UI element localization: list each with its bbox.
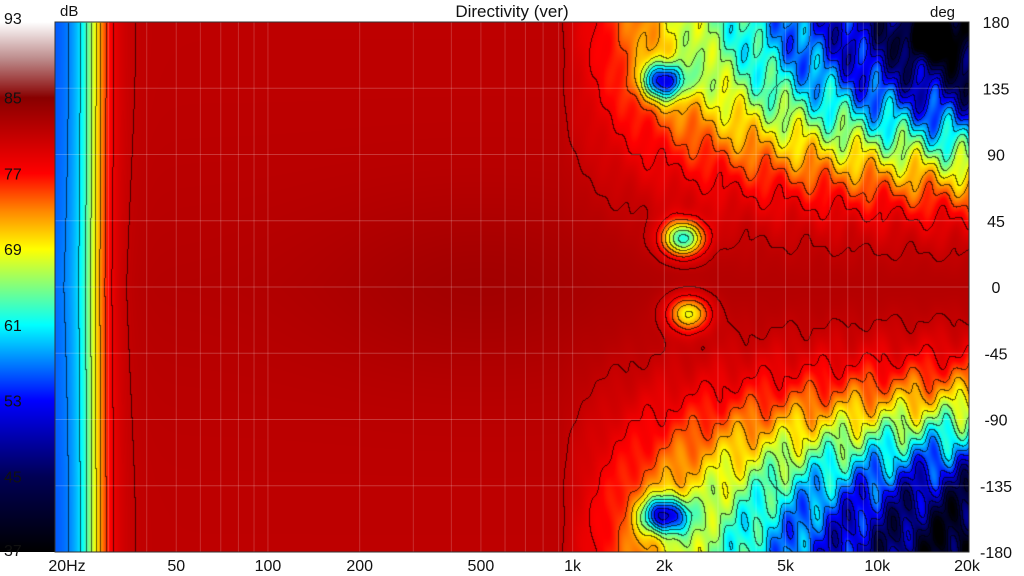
y-tick-label: -90 xyxy=(984,413,1007,430)
x-tick-label: 5k xyxy=(777,558,795,575)
y-tick-label: -180 xyxy=(980,545,1012,562)
y-tick-label: 0 xyxy=(992,280,1001,297)
colorbar-tick-label: 93 xyxy=(4,11,22,28)
colorbar-tick-label: 45 xyxy=(4,469,22,486)
grid-lines xyxy=(55,22,969,552)
colorbar-tick-label: 69 xyxy=(4,242,22,259)
colorbar-tick-label: 77 xyxy=(4,166,22,183)
chart-title: Directivity (ver) xyxy=(455,2,568,21)
x-axis-ticks: 20Hz 50 100 200 500 1k 2k 5k 10k 20k xyxy=(48,558,981,575)
y-tick-label: -45 xyxy=(984,346,1007,363)
y-tick-label: 180 xyxy=(983,15,1010,32)
colorbar xyxy=(0,22,55,552)
x-tick-label: 200 xyxy=(346,558,373,575)
colorbar-tick-label: 85 xyxy=(4,91,22,108)
y-tick-label: -135 xyxy=(980,479,1012,496)
x-tick-label: 1k xyxy=(564,558,582,575)
y-tick-label: 90 xyxy=(987,148,1005,165)
x-tick-label: 100 xyxy=(255,558,282,575)
heatmap-plot xyxy=(55,22,969,552)
x-tick-label: 10k xyxy=(864,558,891,575)
colorbar-tick-label: 61 xyxy=(4,318,22,335)
x-tick-label: 500 xyxy=(468,558,495,575)
colorbar-tick-label: 53 xyxy=(4,394,22,411)
y-tick-label: 45 xyxy=(987,214,1005,231)
y-axis-unit-label: deg xyxy=(930,4,955,21)
colorbar-tick-label: 37 xyxy=(4,543,22,560)
x-tick-label: 20k xyxy=(954,558,981,575)
colorbar-unit-label: dB xyxy=(60,3,78,20)
x-tick-label: 2k xyxy=(656,558,674,575)
heatmap-canvas xyxy=(55,22,969,552)
plot-frame xyxy=(54,21,970,553)
colorbar-ticks: 93 85 77 69 61 53 45 37 xyxy=(4,11,22,560)
x-tick-label: 50 xyxy=(167,558,185,575)
y-axis-ticks: 180 135 90 45 0 -45 -90 -135 -180 xyxy=(980,15,1012,562)
x-tick-label: 20Hz xyxy=(48,558,85,575)
y-tick-label: 135 xyxy=(983,81,1010,98)
